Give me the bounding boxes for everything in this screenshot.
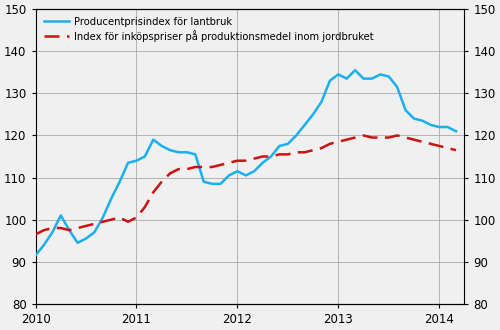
Index för inköpspriser på produktionsmedel inom jordbruket [360,133,366,137]
Producentprisindex för lantbruk [336,72,342,76]
Producentprisindex för lantbruk [167,148,173,152]
Line: Producentprisindex för lantbruk: Producentprisindex för lantbruk [36,70,456,255]
Producentprisindex för lantbruk [444,125,450,129]
Index för inköpspriser på produktionsmedel inom jordbruket [167,171,173,175]
Index för inköpspriser på produktionsmedel inom jordbruket [444,146,450,150]
Producentprisindex för lantbruk [310,113,316,116]
Producentprisindex för lantbruk [453,129,459,133]
Index för inköpspriser på produktionsmedel inom jordbruket [125,220,131,224]
Index för inköpspriser på produktionsmedel inom jordbruket [310,148,316,152]
Producentprisindex för lantbruk [32,253,38,257]
Index för inköpspriser på produktionsmedel inom jordbruket [336,140,342,144]
Producentprisindex för lantbruk [125,161,131,165]
Index för inköpspriser på produktionsmedel inom jordbruket [32,232,38,236]
Line: Index för inköpspriser på produktionsmedel inom jordbruket: Index för inköpspriser på produktionsmed… [36,135,456,234]
Index för inköpspriser på produktionsmedel inom jordbruket [453,148,459,152]
Index för inköpspriser på produktionsmedel inom jordbruket [158,180,164,184]
Producentprisindex för lantbruk [158,144,164,148]
Producentprisindex för lantbruk [352,68,358,72]
Legend: Producentprisindex för lantbruk, Index för inköpspriser på produktionsmedel inom: Producentprisindex för lantbruk, Index f… [40,13,377,46]
